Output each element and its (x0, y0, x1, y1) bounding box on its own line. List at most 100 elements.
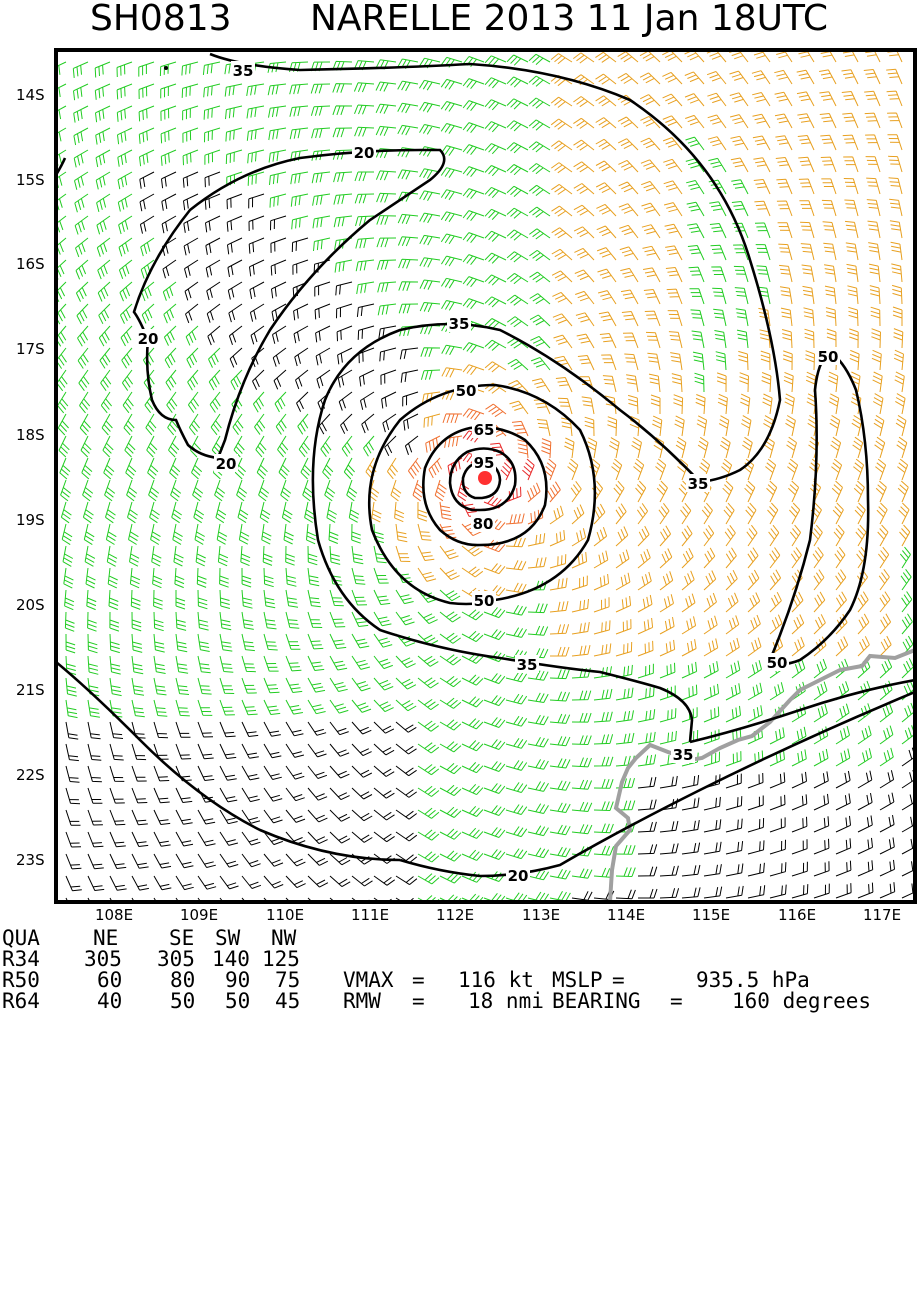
wind-barb (354, 126, 375, 137)
wind-barb (162, 281, 177, 301)
wind-barb (791, 884, 809, 899)
wind-barb (551, 270, 573, 283)
wind-barb (573, 52, 595, 64)
wind-barb (117, 193, 133, 212)
wind-barb (593, 756, 614, 767)
wind-barb (643, 289, 661, 305)
wind-barb (166, 391, 178, 413)
wind-barb (289, 127, 309, 140)
wind-barb (888, 155, 903, 173)
wind-barb (419, 168, 441, 179)
wind-barb (681, 864, 701, 877)
wind-barb (721, 458, 733, 481)
wind-barb (175, 590, 186, 610)
wind-barb (626, 374, 639, 393)
wind-barb (527, 714, 549, 726)
wind-barb (552, 313, 573, 327)
wind-barb (662, 93, 683, 107)
wind-barb (868, 263, 881, 283)
wind-barb (595, 95, 617, 107)
wind-barb (575, 290, 595, 305)
wind-barb (397, 58, 419, 70)
wind-barb (307, 677, 326, 693)
wind-barb (571, 528, 587, 547)
wind-barb (329, 589, 344, 607)
wind-barb (375, 170, 397, 181)
wind-barb (618, 159, 639, 173)
wind-barb (184, 259, 199, 278)
wind-barb (440, 123, 463, 134)
wind-barb (326, 501, 337, 523)
wind-barb (461, 762, 484, 774)
wind-barb (161, 193, 177, 211)
wind-barb (336, 325, 353, 342)
contour-label: 80 (473, 515, 494, 533)
wind-barb (328, 523, 339, 544)
wind-barb (730, 135, 749, 151)
wind-barb (434, 479, 447, 502)
wind-barb (329, 787, 350, 801)
wind-barb (153, 721, 169, 739)
contour-label-bg (765, 653, 789, 671)
wind-barb (637, 663, 654, 679)
wind-barb (879, 837, 895, 855)
wind-barb (359, 369, 375, 387)
wind-barb (83, 523, 95, 546)
wind-barb (528, 53, 551, 65)
wind-barb (163, 303, 177, 324)
wind-barb (717, 393, 728, 415)
wind-barb (681, 661, 698, 679)
wind-barb (506, 98, 529, 110)
wind-barb (131, 743, 147, 761)
wind-barb (703, 706, 720, 723)
wind-barb (351, 721, 372, 735)
wind-barb (716, 372, 727, 393)
wind-barb (530, 357, 551, 371)
vmax-label: VMAX (343, 968, 394, 992)
wind-barb (116, 105, 133, 122)
cell-ne: 305 (84, 947, 122, 971)
wind-barb (96, 215, 111, 235)
wind-barb (835, 725, 850, 745)
wind-barb (241, 765, 260, 781)
wind-barb (227, 281, 243, 300)
wind-barb (819, 69, 837, 85)
wind-barb (615, 800, 636, 811)
wind-barb (270, 259, 287, 276)
wind-barb (867, 220, 881, 239)
wind-barb (852, 436, 864, 459)
wind-barb (745, 502, 757, 525)
wind-barb (484, 318, 507, 330)
table-header: QUA (2, 926, 40, 950)
wind-barb (506, 142, 529, 154)
wind-barb (637, 844, 658, 855)
wind-barb (615, 503, 627, 525)
wind-barb (216, 523, 228, 545)
contour-label: 50 (456, 382, 477, 400)
wind-barb (61, 523, 73, 546)
lat-label: 19S (16, 511, 45, 529)
wind-barb (725, 683, 741, 701)
wind-barb (376, 259, 397, 270)
wind-barb (824, 264, 837, 283)
wind-barb (108, 589, 119, 610)
wind-barb (289, 83, 309, 95)
wind-barb (662, 71, 683, 85)
wind-barb (337, 347, 353, 365)
wind-barb (857, 860, 874, 877)
wind-barb (139, 193, 155, 212)
wind-barb (681, 775, 700, 789)
wind-barb (730, 157, 749, 173)
wind-barb (791, 591, 804, 613)
wind-barb (357, 325, 375, 340)
wind-barb (872, 393, 884, 415)
wind-barb (530, 335, 551, 349)
wind-barb (631, 437, 642, 459)
wind-barb (747, 817, 765, 833)
wind-barb (376, 215, 397, 225)
wind-barb (87, 787, 103, 804)
wind-barb (652, 415, 663, 437)
wind-barb (403, 413, 419, 431)
wind-barb (175, 721, 191, 738)
wind-barb (355, 259, 375, 272)
